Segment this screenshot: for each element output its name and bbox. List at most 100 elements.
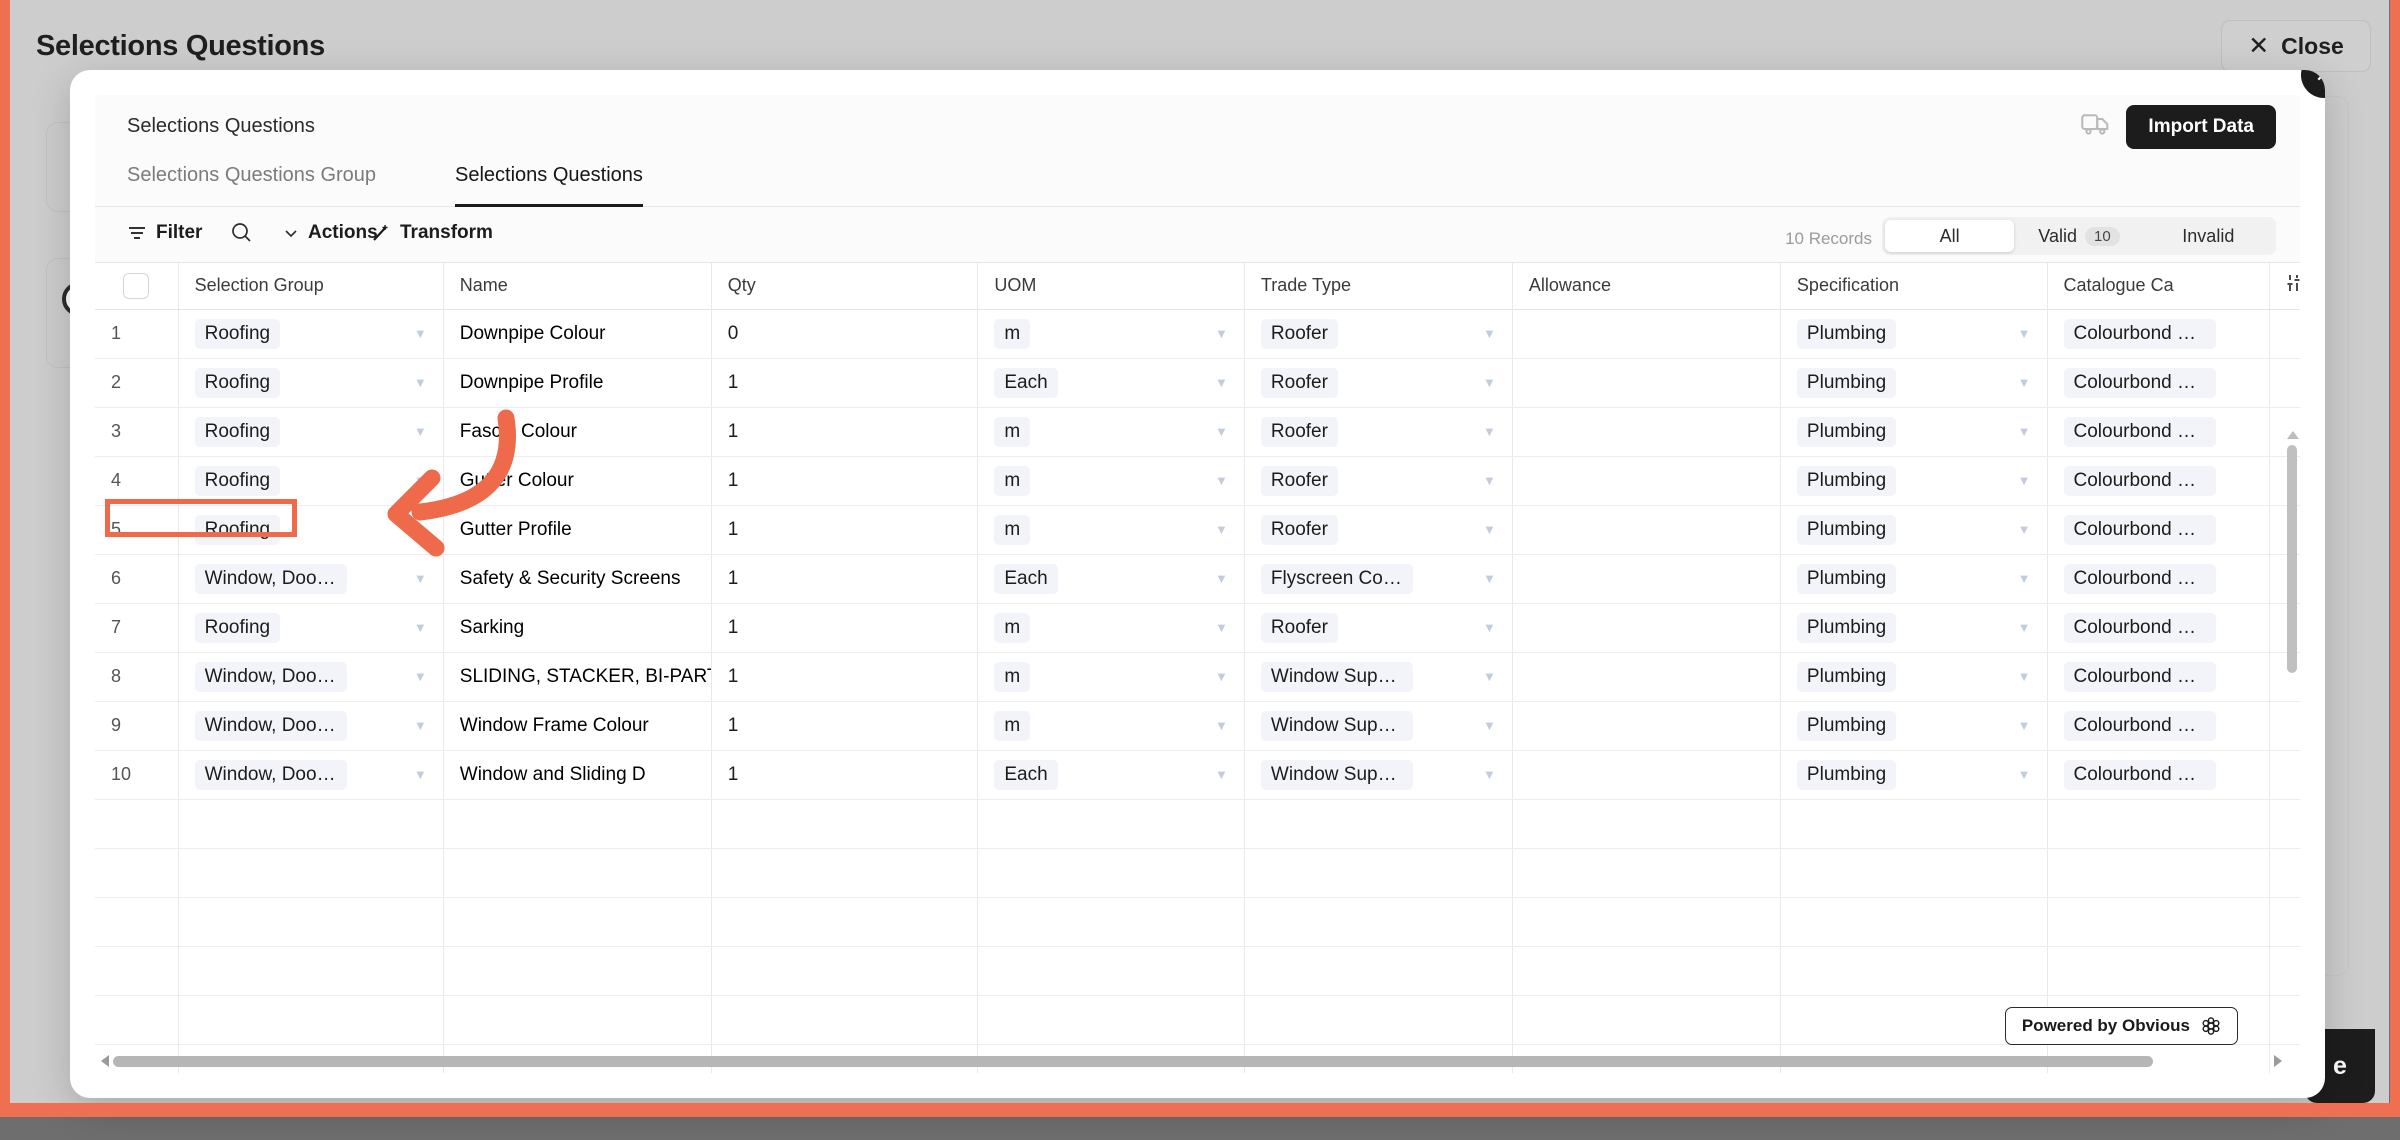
dropdown-caret-icon[interactable]: ▼ [1215, 473, 1228, 488]
import-data-button[interactable]: Import Data [2126, 105, 2276, 149]
tab-selections-questions[interactable]: Selections Questions [455, 163, 643, 207]
empty-cell-trade-type[interactable] [1244, 848, 1513, 898]
cell-qty[interactable]: 1 [711, 554, 979, 604]
dropdown-caret-icon[interactable]: ▼ [1483, 473, 1496, 488]
empty-cell-row-end[interactable] [2269, 946, 2300, 996]
dropdown-caret-icon[interactable]: ▼ [413, 326, 427, 341]
empty-table-row[interactable] [95, 946, 2300, 996]
cell-specification[interactable]: Plumbing ▼ [1780, 750, 2048, 800]
cell-trade-type[interactable]: Roofer ▼ [1244, 456, 1513, 506]
empty-cell-catalogue-category[interactable] [2047, 946, 2270, 996]
empty-cell-selection-group[interactable] [178, 897, 444, 947]
cell-qty[interactable]: 1 [711, 407, 979, 457]
cell-qty[interactable]: 1 [711, 358, 979, 408]
cell-specification[interactable]: Plumbing ▼ [1780, 407, 2048, 457]
cell-uom[interactable]: m ▼ [977, 407, 1245, 457]
dropdown-caret-icon[interactable]: ▼ [1215, 718, 1228, 733]
cell-selection-group[interactable]: Roofing ▼ [178, 505, 444, 555]
dropdown-caret-icon[interactable]: ▼ [1483, 424, 1496, 439]
cell-qty[interactable]: 1 [711, 505, 979, 555]
cell-catalogue-category[interactable]: Colourbond Colo [2047, 652, 2270, 702]
cell-name[interactable]: Downpipe Colour [443, 309, 712, 359]
truck-icon[interactable] [2081, 111, 2111, 137]
cell-name[interactable]: Gutter Colour [443, 456, 712, 506]
empty-cell-qty[interactable] [711, 848, 979, 898]
scroll-right-arrow-icon[interactable] [2274, 1055, 2282, 1067]
cell-catalogue-category[interactable]: Colourbond Colo [2047, 358, 2270, 408]
vertical-scrollbar[interactable] [2286, 431, 2299, 1033]
empty-table-row[interactable] [95, 848, 2300, 898]
cell-name[interactable]: Sarking [443, 603, 712, 653]
cell-catalogue-category[interactable]: Colourbond Colo [2047, 750, 2270, 800]
table-row[interactable]: 2 Roofing ▼ Downpipe Profile 1 Each ▼ Roofer ▼ Pl… [95, 358, 2300, 408]
cell-name[interactable]: Window Frame Colour [443, 701, 712, 751]
table-row[interactable]: 6 Window, Door Frames ... ▼ Safety & Securi… [95, 554, 2300, 604]
empty-cell-qty[interactable] [711, 995, 979, 1045]
cell-selection-group[interactable]: Window, Door Frames ... ▼ [178, 750, 444, 800]
empty-cell-allowance[interactable] [1512, 897, 1781, 947]
cell-trade-type[interactable]: Roofer ▼ [1244, 309, 1513, 359]
cell-uom[interactable]: m ▼ [977, 505, 1245, 555]
cell-name[interactable]: Fascia Colour [443, 407, 712, 457]
cell-qty[interactable]: 0 [711, 309, 979, 359]
cell-specification[interactable]: Plumbing ▼ [1780, 358, 2048, 408]
column-header-allowance[interactable]: Allowance [1512, 263, 1781, 310]
empty-cell-specification[interactable] [1780, 946, 2048, 996]
horizontal-scroll-thumb[interactable] [113, 1055, 2153, 1067]
cell-trade-type[interactable]: Window Supplier ▼ [1244, 701, 1513, 751]
cell-uom[interactable]: m ▼ [977, 701, 1245, 751]
empty-cell-catalogue-category[interactable] [2047, 799, 2270, 849]
cell-specification[interactable]: Plumbing ▼ [1780, 701, 2048, 751]
empty-table-row[interactable] [95, 799, 2300, 849]
search-button[interactable] [230, 221, 252, 243]
dropdown-caret-icon[interactable]: ▼ [1215, 767, 1228, 782]
table-row[interactable]: 8 Window, Door Frames ... ▼ SLIDING, STACKE… [95, 652, 2300, 702]
column-header-specification[interactable]: Specification [1780, 263, 2048, 310]
table-row[interactable]: 7 Roofing ▼ Sarking 1 m ▼ Roofer ▼ Plumbing ▼ Colou… [95, 603, 2300, 653]
cell-catalogue-category[interactable]: Colourbond Colo [2047, 554, 2270, 604]
table-row[interactable]: 9 Window, Door Frames ... ▼ Window Frame Co… [95, 701, 2300, 751]
dropdown-caret-icon[interactable]: ▼ [2017, 718, 2031, 733]
close-icon[interactable]: ✕ [2301, 70, 2325, 98]
empty-cell-row-end[interactable] [2269, 995, 2300, 1045]
dropdown-caret-icon[interactable]: ▼ [413, 669, 427, 684]
dropdown-caret-icon[interactable]: ▼ [413, 767, 427, 782]
empty-cell-uom[interactable] [977, 897, 1245, 947]
cell-catalogue-category[interactable]: Colourbond Colo [2047, 505, 2270, 555]
empty-cell-selection-group[interactable] [178, 799, 444, 849]
cell-selection-group[interactable]: Window, Door Frames ... ▼ [178, 652, 444, 702]
empty-cell-selection-group[interactable] [178, 995, 444, 1045]
cell-allowance[interactable] [1512, 456, 1781, 506]
dropdown-caret-icon[interactable]: ▼ [1483, 522, 1496, 537]
dropdown-caret-icon[interactable]: ▼ [2017, 522, 2031, 537]
cell-qty[interactable]: 1 [711, 701, 979, 751]
cell-specification[interactable]: Plumbing ▼ [1780, 603, 2048, 653]
cell-selection-group[interactable]: Window, Door Frames ... ▼ [178, 701, 444, 751]
table-row[interactable]: 1 Roofing ▼ Downpipe Colour 0 m ▼ Roofer ▼ Plumbi… [95, 309, 2300, 359]
empty-cell-row-end[interactable] [2269, 848, 2300, 898]
cell-selection-group[interactable]: Roofing ▼ [178, 456, 444, 506]
table-row[interactable]: 10 Window, Door Frames ... ▼ Window and Sli… [95, 750, 2300, 800]
empty-cell-trade-type[interactable] [1244, 897, 1513, 947]
column-header-name[interactable]: Name [443, 263, 712, 310]
cell-trade-type[interactable]: Roofer ▼ [1244, 407, 1513, 457]
dropdown-caret-icon[interactable]: ▼ [1215, 522, 1228, 537]
cell-uom[interactable]: Each ▼ [977, 750, 1245, 800]
cell-uom[interactable]: m ▼ [977, 309, 1245, 359]
column-header-uom[interactable]: UOM [977, 263, 1245, 310]
segment-all[interactable]: All [1885, 220, 2015, 252]
cell-trade-type[interactable]: Flyscreen Contractor ▼ [1244, 554, 1513, 604]
cell-uom[interactable]: Each ▼ [977, 554, 1245, 604]
cell-specification[interactable]: Plumbing ▼ [1780, 652, 2048, 702]
dropdown-caret-icon[interactable]: ▼ [2017, 669, 2031, 684]
cell-trade-type[interactable]: Window Supplier ▼ [1244, 652, 1513, 702]
cell-catalogue-category[interactable]: Colourbond Colo [2047, 603, 2270, 653]
scroll-up-arrow-icon[interactable] [2287, 431, 2299, 439]
column-header-trade-type[interactable]: Trade Type [1244, 263, 1513, 310]
close-button[interactable]: ✕ Close [2221, 20, 2371, 72]
scroll-left-arrow-icon[interactable] [101, 1055, 109, 1067]
cell-allowance[interactable] [1512, 505, 1781, 555]
cell-allowance[interactable] [1512, 309, 1781, 359]
dropdown-caret-icon[interactable]: ▼ [413, 718, 427, 733]
segment-invalid[interactable]: Invalid [2144, 220, 2273, 252]
